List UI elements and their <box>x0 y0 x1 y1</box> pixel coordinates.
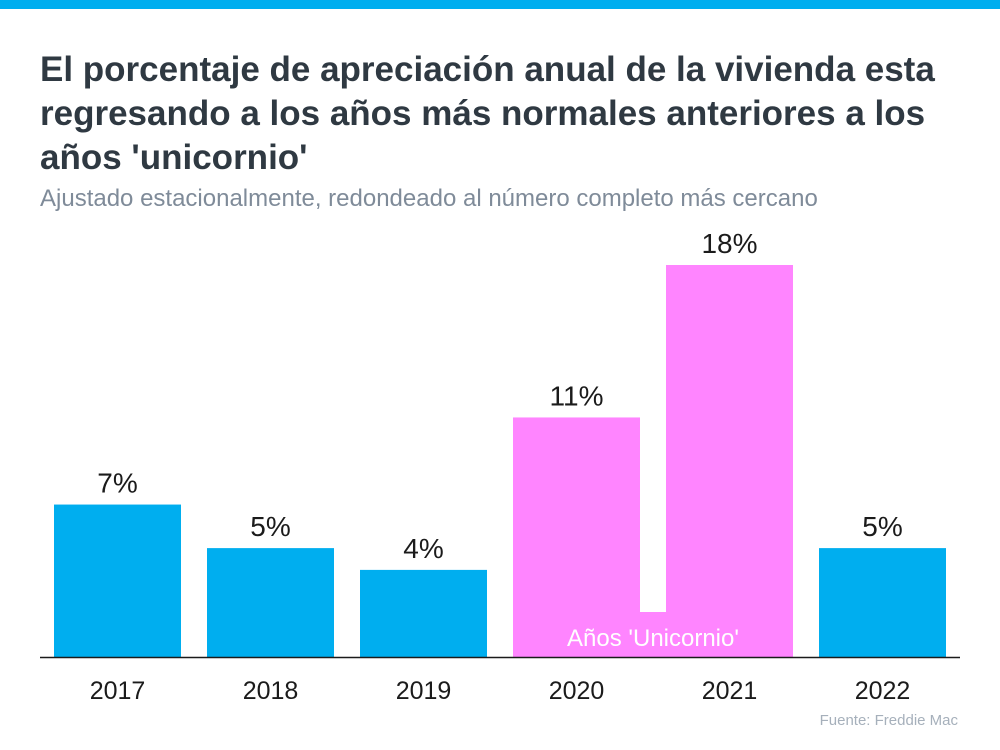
value-label-2019: 4% <box>403 533 443 564</box>
chart-title: El porcentaje de apreciación anual de la… <box>40 50 935 177</box>
top-accent-bar <box>0 0 1000 9</box>
labels-layer: Años 'Unicornio' 7% 2017 5% 2018 4% 2019 11% 202… <box>40 228 960 705</box>
x-tick-label-2019: 2019 <box>396 677 452 705</box>
value-label-2020: 11% <box>550 380 604 411</box>
source-note: Fuente: Freddie Mac <box>819 712 958 729</box>
bar-2019 <box>360 569 487 657</box>
bar-2020 <box>513 417 640 657</box>
chart-subtitle: Ajustado estacionalmente, redondeado al … <box>40 185 818 212</box>
bar-2021 <box>666 265 793 657</box>
bar-2022 <box>819 548 946 657</box>
value-label-2022: 5% <box>862 511 902 542</box>
x-tick-label-2020: 2020 <box>549 677 605 705</box>
x-tick-label-2022: 2022 <box>855 677 911 705</box>
x-tick-label-2021: 2021 <box>702 677 758 705</box>
x-tick-label-2017: 2017 <box>90 677 146 705</box>
bars-layer <box>54 265 946 657</box>
bar-2018 <box>207 548 334 657</box>
value-label-2017: 7% <box>97 468 137 499</box>
value-label-2021: 18% <box>701 228 757 259</box>
bar-2017 <box>54 504 181 657</box>
value-label-2018: 5% <box>250 511 290 542</box>
unicorn-region-label: Años 'Unicornio' <box>567 625 739 652</box>
x-tick-label-2018: 2018 <box>243 677 299 705</box>
